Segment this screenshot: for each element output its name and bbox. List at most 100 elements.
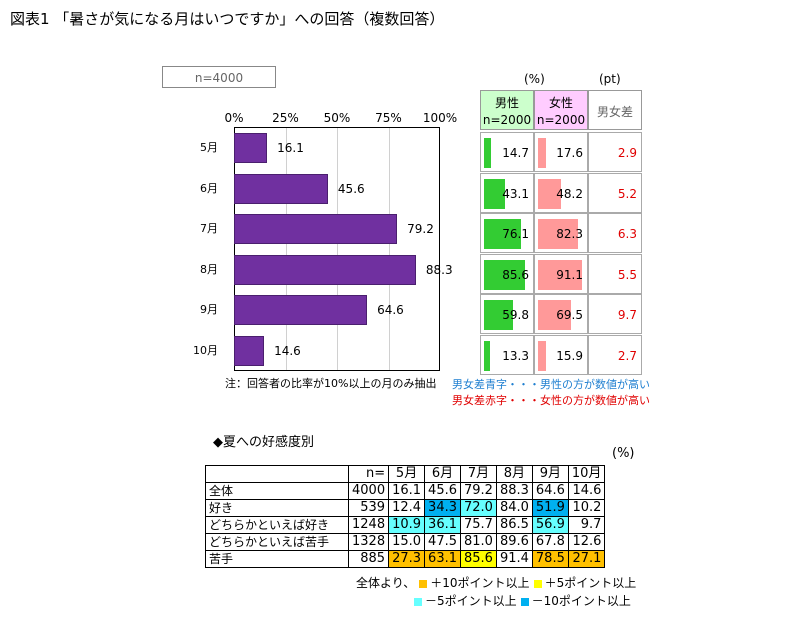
gender-row: 85.6 91.1 5.5 <box>480 253 642 294</box>
male-bar <box>484 300 513 331</box>
male-cell: 43.1 <box>480 172 534 213</box>
female-header-label: 女性 <box>548 96 573 110</box>
female-value: 48.2 <box>556 186 583 201</box>
female-bar <box>538 259 582 290</box>
row-n: 885 <box>347 550 390 568</box>
legend-minus5: －5ポイント以上 <box>425 594 517 608</box>
female-cell: 48.2 <box>534 172 588 213</box>
legend-plus10: ＋10ポイント以上 <box>430 576 530 590</box>
table-cell: 27.1 <box>567 550 606 568</box>
bar <box>234 254 416 285</box>
bar <box>234 295 368 326</box>
diff-value: 9.7 <box>617 308 637 323</box>
female-cell: 69.5 <box>534 294 588 335</box>
gender-row: 43.1 48.2 5.2 <box>480 172 642 213</box>
table-cell: 63.1 <box>424 550 461 568</box>
table-cell: 91.4 <box>495 550 533 568</box>
table-cell: 67.8 <box>531 533 569 551</box>
table-cell: 75.7 <box>460 516 497 534</box>
male-header: 男性 n=2000 <box>480 90 534 130</box>
row-label: 苦手 <box>205 550 349 568</box>
table-header-cell: 9月 <box>531 465 569 483</box>
bar-value-label: 64.6 <box>377 303 404 318</box>
diff-cell: 5.5 <box>588 253 642 294</box>
plus5-swatch <box>533 579 542 588</box>
table-cell: 84.0 <box>495 499 533 517</box>
female-header: 女性 n=2000 <box>534 90 588 130</box>
category-label: 10月 <box>193 344 218 357</box>
bar-value-label: 79.2 <box>407 222 434 237</box>
female-bar <box>538 138 547 168</box>
table-cell: 72.0 <box>460 499 497 517</box>
bar-value-label: 14.6 <box>274 344 301 358</box>
male-value: 76.1 <box>502 227 529 242</box>
table-row: 好き 539 12.4 34.3 72.0 84.0 51.9 10.2 <box>205 499 606 517</box>
x-tick-label: 0% <box>224 111 244 125</box>
bar <box>234 336 265 366</box>
diff-header: 男女差 <box>588 90 642 130</box>
bar-value-label: 16.1 <box>277 141 304 155</box>
category-label: 9月 <box>200 303 218 317</box>
table-header-cell: 5月 <box>388 465 426 483</box>
table-row: どちらかといえば苦手 1328 15.0 47.5 81.0 89.6 67.8 12.6 <box>205 533 606 551</box>
female-cell: 17.6 <box>534 132 588 172</box>
gender-row: 59.8 69.5 9.7 <box>480 294 642 335</box>
female-bar <box>538 341 546 371</box>
male-bar <box>484 259 526 290</box>
legend-red-note: 男女差赤字・・・女性の方が数値が高い <box>452 394 650 407</box>
male-bar <box>484 178 505 209</box>
x-gridline <box>388 127 390 371</box>
legend-blue-note: 男女差青字・・・男性の方が数値が高い <box>452 378 650 391</box>
table-cell: 14.6 <box>567 482 606 500</box>
diff-cell: 2.9 <box>588 132 642 172</box>
percent-unit: (%) <box>524 72 545 86</box>
table-cell: 27.3 <box>388 550 426 568</box>
x-tick-label: 75% <box>375 111 402 125</box>
table-header-cell: 7月 <box>460 465 497 483</box>
table-header-cell: 6月 <box>424 465 461 483</box>
pt-unit: (pt) <box>599 72 621 86</box>
female-value: 91.1 <box>556 267 583 282</box>
table-cell: 10.2 <box>567 499 606 517</box>
table-header-row: n= 5月 6月 7月 8月 9月 10月 <box>205 465 606 483</box>
diff-value: 6.3 <box>617 227 637 242</box>
x-gridline <box>337 127 338 371</box>
female-value: 15.9 <box>556 349 583 363</box>
figure-title: 図表1 「暑さが気になる月はいつですか」への回答（複数回答） <box>10 10 445 28</box>
male-bar <box>484 138 492 168</box>
female-header-n: n=2000 <box>536 113 586 127</box>
x-tick-label: 25% <box>272 111 299 125</box>
table-cell: 45.6 <box>424 482 461 500</box>
table-cell: 10.9 <box>388 516 426 534</box>
table-cell: 16.1 <box>388 482 426 500</box>
diff-cell: 9.7 <box>588 294 642 335</box>
male-cell: 14.7 <box>480 132 534 172</box>
gender-row: 13.3 15.9 2.7 <box>480 335 642 375</box>
footnote: 注：回答者の比率が10%以上の月のみ抽出 <box>225 377 437 390</box>
male-cell: 76.1 <box>480 213 534 254</box>
table-cell: 88.3 <box>495 482 533 500</box>
table-cell: 56.9 <box>531 516 569 534</box>
table-cell: 85.6 <box>460 550 497 568</box>
x-tick-label: 50% <box>323 111 351 125</box>
bar <box>234 173 328 204</box>
table-cell: 51.9 <box>531 499 569 517</box>
male-value: 85.6 <box>502 267 529 282</box>
bar <box>234 214 398 245</box>
table-cell: 15.0 <box>388 533 426 551</box>
row-label: 全体 <box>205 482 349 500</box>
row-n: 1248 <box>347 516 390 534</box>
row-n: 4000 <box>347 482 390 500</box>
minus5-swatch <box>414 597 422 606</box>
table-cell: 12.6 <box>567 533 606 551</box>
male-value: 43.1 <box>502 186 529 201</box>
legend-prefix: 全体より、 <box>356 576 416 590</box>
table-row: 全体 4000 16.1 45.6 79.2 88.3 64.6 14.6 <box>205 482 606 500</box>
diff-value: 2.9 <box>617 146 637 160</box>
table-cell: 89.6 <box>495 533 533 551</box>
male-value: 13.3 <box>502 349 529 363</box>
row-n: 539 <box>347 499 390 517</box>
bar <box>234 133 268 163</box>
male-value: 59.8 <box>502 308 529 323</box>
bar-value-label: 45.6 <box>337 181 365 196</box>
